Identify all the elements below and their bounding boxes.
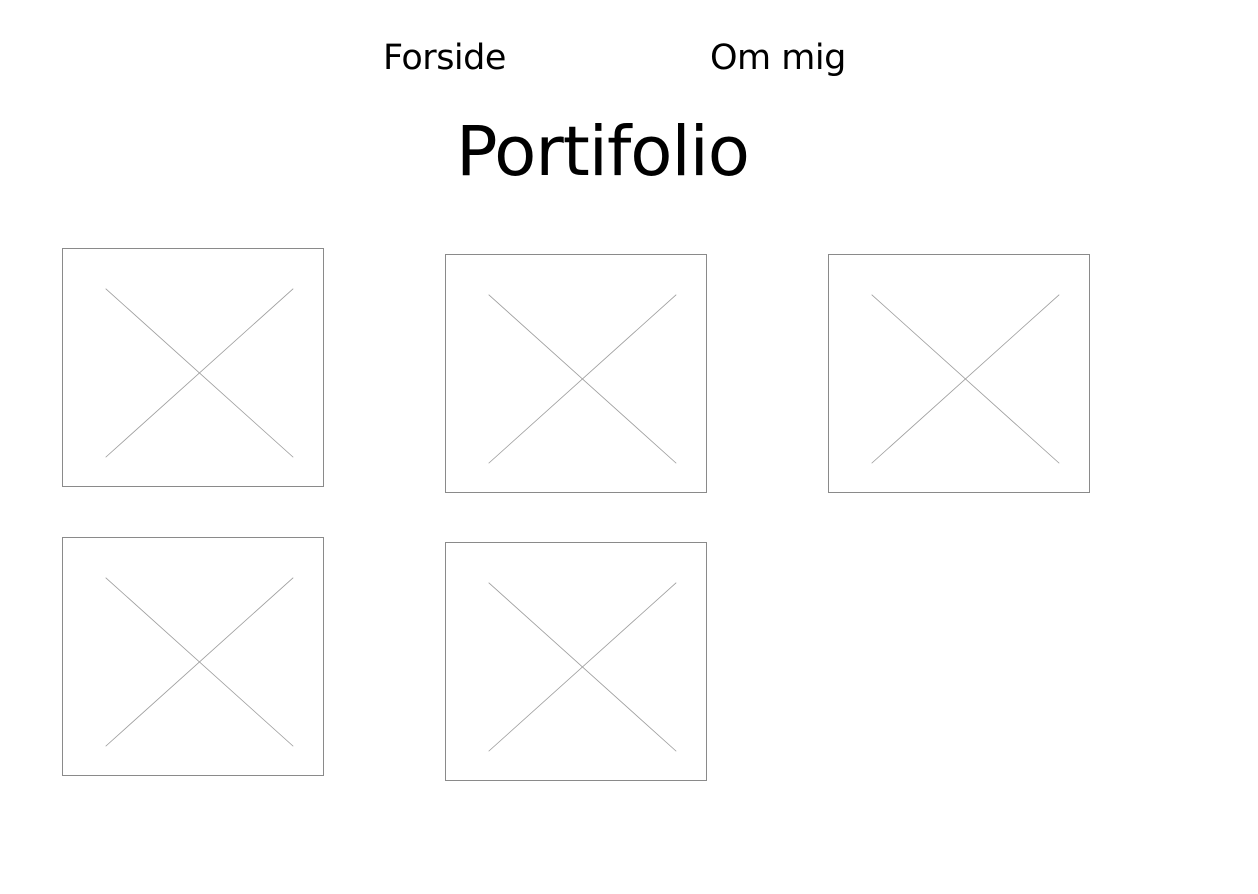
page-title: Portifolio bbox=[455, 112, 750, 192]
image-placeholder-icon bbox=[488, 582, 677, 752]
gallery-item-3[interactable] bbox=[828, 254, 1090, 493]
image-placeholder-icon bbox=[105, 577, 294, 747]
gallery-item-5[interactable] bbox=[445, 542, 707, 781]
image-placeholder-icon bbox=[871, 294, 1060, 464]
image-placeholder-icon bbox=[488, 294, 677, 464]
gallery-item-1[interactable] bbox=[62, 248, 324, 487]
gallery-item-2[interactable] bbox=[445, 254, 707, 493]
gallery-item-4[interactable] bbox=[62, 537, 324, 776]
image-placeholder-icon bbox=[105, 288, 294, 458]
nav-link-om-mig[interactable]: Om mig bbox=[710, 38, 846, 78]
nav-link-forside[interactable]: Forside bbox=[383, 38, 506, 78]
